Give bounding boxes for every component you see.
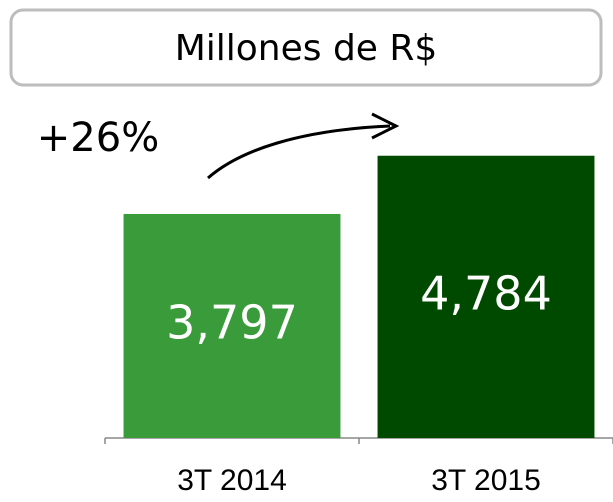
arrow-head [371,112,400,140]
chart-title: Millones de R$ [175,28,438,69]
annotation: +26% [37,115,159,161]
title-box [9,8,603,87]
arrow [207,124,391,180]
bar [377,155,595,438]
value-label: 4,784 [420,266,552,320]
x-tick-label: 3T 2015 [431,464,541,497]
x-tick-label: 3T 2014 [177,464,287,497]
value-label: 3,797 [166,295,298,349]
bar [123,213,341,438]
